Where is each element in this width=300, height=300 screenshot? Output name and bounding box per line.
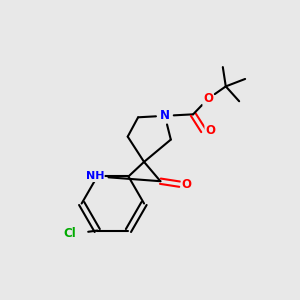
- Text: NH: NH: [85, 172, 104, 182]
- Text: N: N: [160, 109, 170, 122]
- Text: O: O: [181, 178, 191, 191]
- Text: Cl: Cl: [63, 227, 76, 240]
- Text: O: O: [203, 92, 213, 105]
- Text: O: O: [205, 124, 215, 137]
